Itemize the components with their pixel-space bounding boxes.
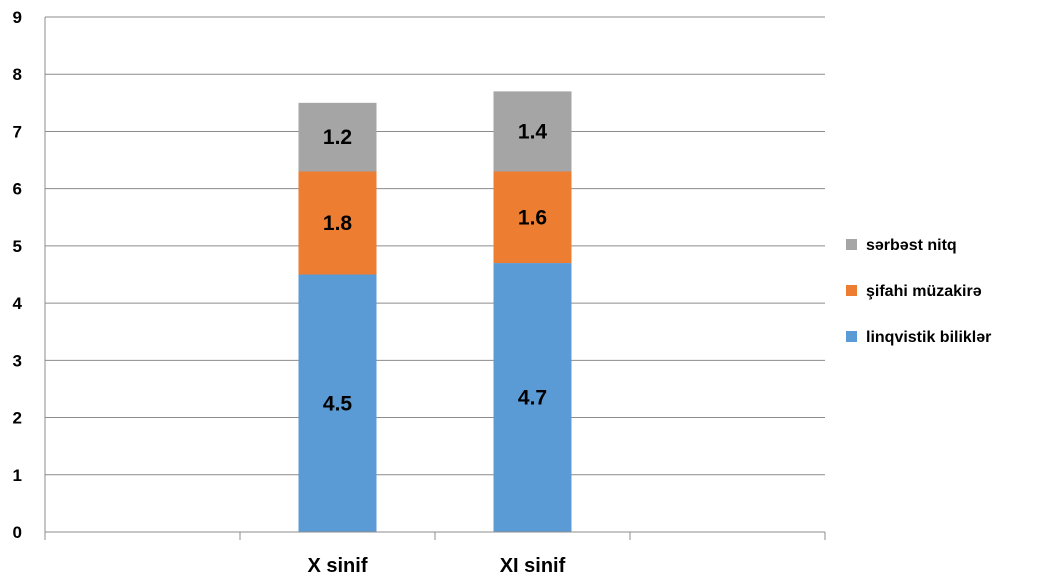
y-tick-label: 9: [13, 8, 22, 27]
y-tick-label: 5: [13, 237, 22, 256]
data-label: 4.5: [323, 392, 353, 415]
y-tick-label: 8: [13, 65, 22, 84]
data-label: 4.7: [518, 387, 547, 410]
legend-swatch: [846, 239, 857, 250]
bar-segment: [298, 171, 377, 275]
y-tick-label: 4: [13, 294, 23, 313]
data-label: 1.2: [323, 126, 352, 149]
bars: [298, 91, 572, 532]
axes: [44, 17, 826, 540]
legend-swatch: [846, 331, 857, 342]
bar-segment: [298, 274, 377, 532]
y-tick-label: 6: [13, 180, 22, 199]
data-label: 1.4: [518, 120, 548, 143]
y-tick-labels: 0 1 2 3 4 5 6 7 8 9: [13, 8, 23, 542]
bar-segment: [493, 263, 572, 532]
legend-swatch: [846, 285, 857, 296]
y-tick-label: 7: [13, 122, 22, 141]
x-tick-label: X sinif: [307, 555, 367, 577]
legend-label: linqvistik biliklər: [866, 329, 991, 346]
legend-label: şifahi müzakirə: [866, 283, 982, 300]
y-tick-label: 0: [13, 523, 22, 542]
y-tick-label: 2: [13, 409, 22, 428]
legend: sərbəst nitq şifahi müzakirə linqvistik bi…: [846, 237, 991, 346]
y-tick-label: 3: [13, 351, 22, 370]
data-labels: 4.5 1.8 1.2 4.7 1.6 1.4: [323, 120, 548, 415]
bar-segment: [298, 102, 377, 172]
bar-segment: [493, 171, 572, 264]
gridlines: [45, 16, 825, 476]
x-tick-label: XI sinif: [500, 555, 566, 577]
y-tick-label: 1: [13, 466, 22, 485]
data-label: 1.6: [518, 206, 547, 229]
legend-label: sərbəst nitq: [866, 237, 957, 254]
x-tick-labels: X sinif XI sinif: [307, 555, 565, 577]
data-label: 1.8: [323, 212, 353, 235]
bar-segment: [493, 91, 572, 172]
